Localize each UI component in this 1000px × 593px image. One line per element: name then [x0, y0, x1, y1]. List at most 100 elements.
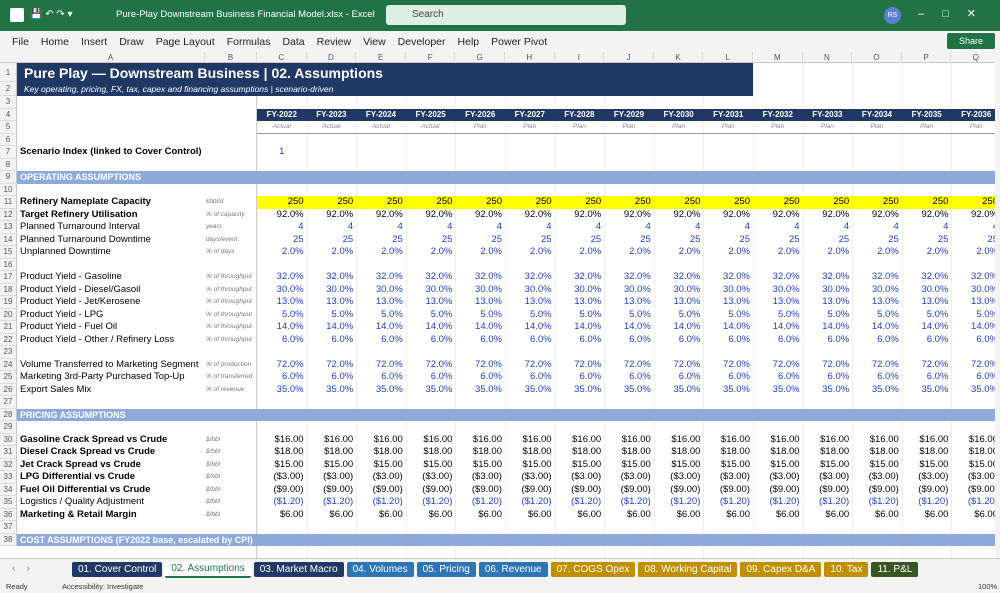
value-cell[interactable]: 4 [794, 221, 800, 232]
value-cell[interactable]: $6.00 [428, 508, 453, 520]
value-cell[interactable]: 2.0% [579, 246, 602, 257]
sheet-tab[interactable]: 06. Revenue [478, 562, 548, 577]
value-cell[interactable]: 6.0% [777, 333, 800, 345]
value-cell[interactable]: 72.0% [524, 358, 552, 370]
row-number[interactable]: 10 [0, 183, 17, 196]
sheet-tab[interactable]: 09. Capex D&A [740, 562, 822, 577]
value-cell[interactable]: 14.0% [276, 321, 304, 332]
row-number[interactable]: 26 [0, 383, 17, 396]
value-cell[interactable]: ($3.00) [571, 471, 602, 482]
value-cell[interactable]: $6.00 [478, 508, 502, 520]
row-number[interactable]: 32 [0, 458, 17, 471]
value-cell[interactable]: 5.0% [331, 308, 354, 320]
row-number[interactable]: 17 [0, 271, 17, 284]
row-number[interactable]: 5 [0, 121, 17, 134]
value-cell[interactable]: 92.0% [921, 208, 949, 220]
value-cell[interactable]: 6.0% [777, 371, 800, 382]
value-cell[interactable]: 250 [783, 196, 800, 207]
value-cell[interactable]: 35.0% [673, 383, 701, 395]
value-cell[interactable]: 14.0% [623, 321, 651, 332]
value-cell[interactable]: 25 [342, 233, 354, 245]
value-cell[interactable]: 25 [937, 233, 949, 245]
value-cell[interactable]: 250 [287, 196, 304, 207]
value-cell[interactable]: 6.0% [728, 371, 750, 382]
row-label[interactable]: Product Yield - Diesel/Gasoil [20, 283, 141, 295]
window-controls[interactable]: –□✕ [918, 8, 994, 20]
ribbon-tab[interactable]: File [12, 35, 29, 48]
value-cell[interactable]: ($3.00) [719, 471, 750, 482]
row-unit[interactable]: % of revenue [206, 385, 245, 393]
row-number[interactable]: 30 [0, 433, 17, 446]
value-cell[interactable]: 6.0% [579, 333, 602, 345]
row-number[interactable]: 16 [0, 258, 17, 271]
value-cell[interactable]: 2.0% [381, 246, 403, 257]
value-cell[interactable]: 14.0% [574, 321, 602, 332]
value-cell[interactable]: 250 [982, 196, 995, 207]
value-cell[interactable]: ($9.00) [819, 483, 850, 495]
column-header[interactable]: A [17, 52, 205, 63]
value-cell[interactable]: 35.0% [574, 383, 602, 395]
row-label[interactable]: Marketing 3rd-Party Purchased Top-Up [20, 371, 185, 382]
value-cell[interactable]: 32.0% [425, 271, 453, 282]
value-cell[interactable]: 30.0% [921, 283, 949, 295]
value-cell[interactable]: 32.0% [524, 271, 552, 282]
value-cell[interactable]: $18.00 [572, 446, 602, 457]
value-cell[interactable]: 30.0% [971, 283, 995, 295]
value-cell[interactable]: ($1.20) [571, 496, 602, 507]
value-cell[interactable]: 72.0% [921, 358, 949, 370]
row-label[interactable]: Product Yield - Gasoline [20, 271, 122, 282]
value-cell[interactable]: $18.00 [770, 446, 800, 457]
row-label[interactable]: Export Sales Mix [20, 383, 92, 395]
value-cell[interactable]: 250 [585, 196, 602, 207]
value-cell[interactable]: 2.0% [629, 246, 651, 257]
value-cell[interactable]: 32.0% [971, 271, 995, 282]
value-cell[interactable]: $16.00 [522, 433, 552, 445]
value-cell[interactable]: 32.0% [475, 271, 502, 282]
row-unit[interactable]: % of throughput [206, 335, 252, 343]
value-cell[interactable]: ($3.00) [422, 471, 453, 482]
value-cell[interactable]: $6.00 [577, 508, 602, 520]
value-cell[interactable]: 30.0% [871, 283, 899, 295]
value-cell[interactable]: $15.00 [274, 458, 304, 470]
row-number[interactable]: 23 [0, 346, 17, 359]
row-number[interactable]: 15 [0, 246, 17, 259]
column-header[interactable]: F [406, 52, 456, 63]
value-cell[interactable]: 72.0% [673, 358, 701, 370]
value-cell[interactable]: 13.0% [524, 296, 552, 307]
row-number[interactable]: 38 [0, 533, 17, 546]
ribbon-tab[interactable]: Page Layout [155, 35, 215, 48]
value-cell[interactable]: 13.0% [673, 296, 701, 307]
row-number[interactable]: 9 [0, 171, 17, 184]
value-cell[interactable]: 6.0% [629, 333, 651, 345]
value-cell[interactable]: 35.0% [524, 383, 552, 395]
value-cell[interactable]: 32.0% [723, 271, 750, 282]
value-cell[interactable]: 6.0% [926, 371, 949, 382]
value-cell[interactable]: $18.00 [324, 446, 354, 457]
value-cell[interactable]: $15.00 [324, 458, 354, 470]
row-label[interactable]: Target Refinery Utilisation [20, 208, 138, 220]
value-cell[interactable]: $15.00 [869, 458, 899, 470]
value-cell[interactable]: 25 [888, 233, 899, 245]
value-cell[interactable]: 14.0% [425, 321, 453, 332]
value-cell[interactable]: 32.0% [871, 271, 899, 282]
value-cell[interactable]: 2.0% [331, 246, 354, 257]
value-cell[interactable]: 250 [932, 196, 949, 207]
ribbon-tab[interactable]: Power Pivot [491, 35, 548, 48]
row-unit[interactable]: years [206, 223, 222, 230]
row-unit[interactable]: $/bbl [206, 473, 221, 480]
value-cell[interactable]: 25 [640, 233, 651, 245]
value-cell[interactable]: 5.0% [281, 308, 304, 320]
value-cell[interactable]: 250 [833, 196, 850, 207]
ribbon-tab[interactable]: Help [457, 35, 480, 48]
value-cell[interactable]: 30.0% [772, 283, 800, 295]
value-cell[interactable]: $16.00 [373, 433, 403, 445]
value-cell[interactable]: ($9.00) [372, 483, 403, 495]
value-cell[interactable]: ($1.20) [769, 496, 800, 507]
value-cell[interactable]: 92.0% [375, 208, 403, 220]
value-cell[interactable]: 250 [684, 196, 701, 207]
value-cell[interactable]: ($9.00) [273, 483, 304, 495]
value-cell[interactable]: 6.0% [529, 333, 552, 345]
value-cell[interactable]: $16.00 [621, 433, 651, 445]
value-cell[interactable]: 2.0% [827, 246, 850, 257]
value-cell[interactable]: 250 [337, 196, 354, 207]
